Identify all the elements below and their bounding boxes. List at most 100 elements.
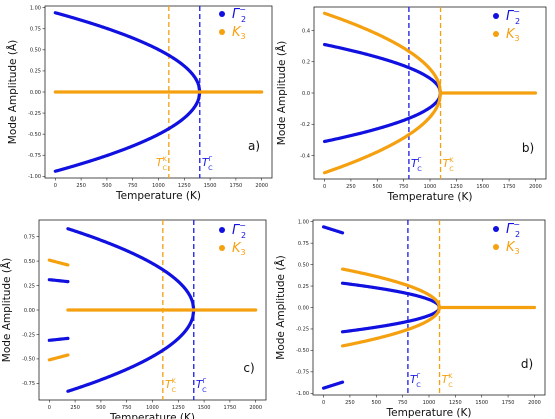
- tc-label: TΓ C: [411, 156, 422, 173]
- x-tick-label: 1750: [502, 400, 515, 406]
- chart-panel: 0 250 500 750 1000 1250 1500 1750 2000 1.00 0.75 0.…: [6, 5, 273, 202]
- x-tick-label: 1000: [152, 183, 165, 189]
- legend-marker: [493, 31, 499, 37]
- x-tick-label: 500: [96, 405, 106, 411]
- y-tick-label: 0.25: [298, 284, 309, 290]
- x-tick-label: 500: [371, 400, 381, 406]
- legend-entry: K3: [506, 27, 520, 43]
- y-axis-label: Mode Amplitude (Å): [0, 258, 13, 362]
- legend-marker: [493, 13, 499, 19]
- y-tick-label: 1.00: [298, 220, 309, 226]
- legend-marker: [219, 29, 225, 35]
- x-tick-label: 1000: [424, 184, 437, 190]
- x-tick-label: 1500: [204, 183, 217, 189]
- y-tick-label: -0.25: [28, 111, 41, 117]
- y-tick-label: 0.75: [298, 241, 309, 247]
- legend-entry: K3: [232, 25, 246, 41]
- x-tick-label: 1500: [198, 405, 211, 411]
- x-axis-label: Temperature (K): [387, 191, 473, 203]
- legend-marker: [493, 244, 499, 250]
- legend-entry: K3: [232, 241, 246, 257]
- x-tick-label: 750: [122, 405, 132, 411]
- legend-entry: K3: [506, 240, 520, 256]
- x-axis-label: Temperature (K): [386, 407, 472, 419]
- x-tick-label: 1000: [146, 405, 159, 411]
- y-tick-label: 0.0: [302, 91, 310, 97]
- x-tick-label: 250: [345, 400, 355, 406]
- y-tick-label: -0.75: [296, 370, 309, 376]
- legend-marker: [219, 227, 225, 233]
- y-tick-label: -0.75: [22, 381, 35, 387]
- x-tick-label: 2000: [255, 183, 268, 189]
- k3-series-curve: [47, 353, 70, 362]
- y-tick-label: 0.2: [302, 60, 310, 66]
- k3-series-curve: [322, 91, 443, 175]
- gamma-series-curve: [321, 380, 345, 390]
- chart-panel: 0 250 500 750 1000 1250 1500 1750 2000 1.00 0.75 0.…: [274, 220, 546, 419]
- y-tick-label: 0.50: [30, 48, 41, 54]
- y-tick-label: 0.4: [302, 28, 310, 34]
- y-tick-label: -1.00: [296, 391, 309, 397]
- x-tick-label: 750: [398, 400, 408, 406]
- chart-panel: 0 250 500 750 1000 1250 1500 1750 2000 0.75 0.50 0.…: [0, 219, 267, 419]
- x-tick-label: 0: [48, 405, 51, 411]
- tc-label: TΓ C: [196, 377, 207, 394]
- y-tick-label: 0.25: [30, 69, 41, 75]
- k3-series-curve: [340, 267, 442, 310]
- x-tick-label: 750: [399, 184, 409, 190]
- y-tick-label: 1.00: [30, 5, 41, 11]
- gamma-series-curve: [47, 336, 70, 342]
- tc-label: TK C: [442, 372, 454, 389]
- y-tick-label: -0.25: [296, 327, 309, 333]
- y-tick-label: 0.50: [24, 259, 35, 265]
- legend-entry: Γ− 2: [506, 7, 520, 26]
- y-tick-label: 0.25: [24, 283, 35, 289]
- y-tick-label: -0.4: [300, 153, 310, 159]
- gamma-series-curve: [47, 278, 70, 284]
- x-tick-label: 1750: [503, 184, 516, 190]
- panel-label: a): [248, 139, 260, 153]
- x-tick-label: 500: [102, 183, 112, 189]
- tc-label: TK C: [165, 377, 177, 394]
- gamma-series-curve: [340, 305, 442, 334]
- panel-label: b): [522, 141, 534, 155]
- x-tick-label: 1500: [475, 400, 488, 406]
- gamma-series-curve: [340, 281, 442, 310]
- x-tick-label: 1250: [172, 405, 185, 411]
- tc-label: TK C: [443, 156, 455, 173]
- x-tick-label: 0: [323, 184, 326, 190]
- y-tick-label: 0.75: [30, 27, 41, 33]
- y-tick-label: 0.00: [298, 305, 309, 311]
- k3-series-curve: [322, 11, 443, 95]
- gamma-series-curve: [53, 90, 202, 173]
- y-tick-label: 0.50: [298, 262, 309, 268]
- y-tick-label: 0.75: [24, 234, 35, 240]
- x-tick-label: 0: [54, 183, 57, 189]
- y-tick-label: -1.00: [28, 174, 41, 180]
- gamma-series-curve: [322, 91, 443, 144]
- x-tick-label: 1250: [450, 184, 463, 190]
- legend-entry: Γ− 2: [506, 220, 520, 239]
- y-tick-label: -0.50: [28, 132, 41, 138]
- gamma-series-curve: [322, 42, 443, 95]
- y-tick-label: 0.00: [24, 308, 35, 314]
- x-tick-label: 1750: [224, 405, 237, 411]
- tc-label: TΓ C: [202, 155, 213, 172]
- x-axis-label: Temperature (K): [115, 190, 201, 202]
- x-tick-label: 1750: [230, 183, 243, 189]
- x-tick-label: 250: [346, 184, 356, 190]
- x-tick-label: 1500: [476, 184, 489, 190]
- x-tick-label: 1000: [423, 400, 436, 406]
- gamma-series-curve: [66, 308, 196, 393]
- legend-entry: Γ− 2: [232, 5, 246, 24]
- y-tick-label: -0.50: [296, 348, 309, 354]
- y-tick-label: -0.75: [28, 153, 41, 159]
- gamma-series-curve: [321, 225, 345, 235]
- y-tick-label: -0.2: [300, 122, 310, 128]
- k3-series-curve: [47, 258, 70, 267]
- tc-label: TΓ C: [410, 372, 421, 389]
- gamma-series-curve: [66, 227, 196, 312]
- x-axis-label: Temperature (K): [109, 412, 195, 419]
- x-tick-label: 2000: [528, 400, 541, 406]
